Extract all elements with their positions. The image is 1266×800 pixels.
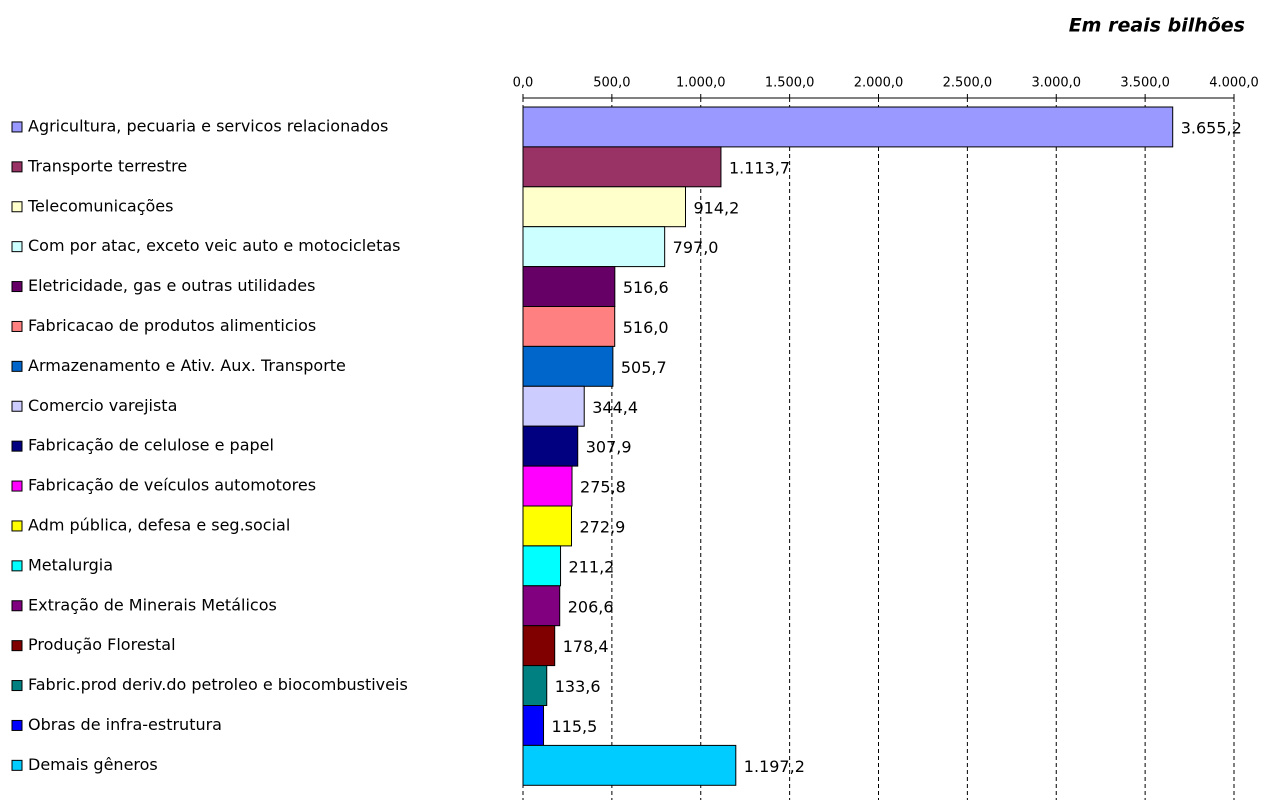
bar: [522, 266, 616, 308]
x-tick-label: 3.000,0: [1031, 76, 1081, 91]
value-label: 3.655,2: [1181, 118, 1242, 137]
category-label: Obras de infra-estrutura: [28, 715, 222, 734]
bar: [522, 625, 556, 667]
value-label: 178,4: [563, 637, 609, 656]
value-label: 516,6: [623, 278, 669, 297]
legend-swatch: [11, 600, 23, 612]
x-tick-label: 500,0: [593, 76, 630, 91]
bar: [522, 226, 666, 268]
legend-swatch: [11, 560, 23, 572]
value-label: 1.113,7: [729, 158, 790, 177]
value-label: 211,2: [569, 557, 615, 576]
legend-swatch: [11, 640, 23, 652]
legend-swatch: [11, 680, 23, 692]
legend-swatch: [11, 440, 23, 452]
legend-swatch: [11, 241, 23, 253]
category-label: Agricultura, pecuaria e servicos relacio…: [28, 116, 388, 135]
category-label: Telecomunicações: [27, 196, 173, 215]
value-label: 516,0: [623, 318, 669, 337]
chart-title: Em reais bilhões: [1069, 15, 1245, 37]
bar: [522, 505, 573, 547]
category-label: Produção Florestal: [28, 635, 176, 654]
bar: [522, 385, 585, 427]
x-tick-label: 3.500,0: [1120, 76, 1170, 91]
bar: [522, 186, 686, 228]
value-label: 505,7: [621, 358, 667, 377]
category-label: Fabricacao de produtos alimenticios: [28, 316, 316, 335]
legend-swatch: [11, 400, 23, 412]
value-label: 206,6: [568, 597, 614, 616]
x-tick-label: 0,0: [513, 76, 534, 91]
category-label: Demais gêneros: [28, 755, 158, 774]
bar: [522, 744, 737, 786]
value-label: 344,4: [592, 398, 638, 417]
category-label: Com por atac, exceto veic auto e motocic…: [28, 236, 400, 255]
legend-swatch: [11, 520, 23, 532]
bar: [522, 465, 573, 507]
value-label: 797,0: [673, 238, 719, 257]
value-label: 133,6: [555, 677, 601, 696]
x-tick-label: 2.500,0: [943, 76, 993, 91]
bar: [522, 705, 545, 746]
category-label: Comercio varejista: [28, 396, 177, 415]
value-label: 115,5: [552, 717, 598, 736]
legend-swatch: [11, 201, 23, 213]
category-label: Adm pública, defesa e seg.social: [28, 515, 290, 534]
legend-swatch: [11, 281, 23, 293]
category-label: Fabricação de celulose e papel: [28, 436, 274, 455]
x-tick-label: 4.000,0: [1209, 76, 1259, 91]
legend-swatch: [11, 719, 23, 731]
category-label: Fabric.prod deriv.do petroleo e biocombu…: [28, 675, 408, 694]
legend-swatch: [11, 360, 23, 372]
bar: [522, 345, 614, 387]
x-tick-label: 1.000,0: [676, 76, 726, 91]
category-label: Fabricação de veículos automotores: [28, 476, 316, 495]
legend-swatch: [11, 320, 23, 332]
bar: [522, 146, 722, 188]
bar: [522, 106, 1174, 148]
x-tick-label: 2.000,0: [854, 76, 904, 91]
legend-swatch: [11, 759, 23, 771]
bar: [522, 585, 561, 627]
value-label: 1.197,2: [744, 757, 805, 776]
value-label: 307,9: [586, 438, 632, 457]
legend-swatch: [11, 480, 23, 492]
value-label: 914,2: [693, 198, 739, 217]
x-tick-label: 1.500,0: [765, 76, 815, 91]
bar: [522, 545, 562, 587]
category-label: Armazenamento e Ativ. Aux. Transporte: [28, 356, 346, 375]
value-label: 275,8: [580, 478, 626, 497]
legend-swatch: [11, 161, 23, 173]
category-label: Transporte terrestre: [27, 156, 187, 175]
category-label: Extração de Minerais Metálicos: [28, 595, 277, 614]
bar: [522, 425, 579, 467]
legend-swatch: [11, 121, 23, 133]
category-label: Eletricidade, gas e outras utilidades: [28, 276, 315, 295]
bar: [522, 306, 616, 347]
category-label: Metalurgia: [28, 555, 113, 574]
bar: [522, 665, 548, 706]
value-label: 272,9: [580, 517, 626, 536]
